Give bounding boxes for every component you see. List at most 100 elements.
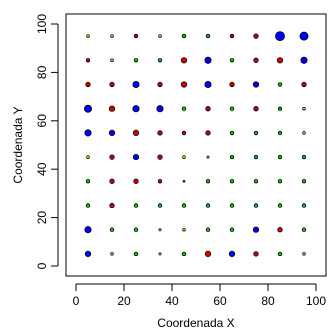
data-point-red: [109, 178, 115, 184]
data-point-red: [204, 250, 212, 257]
data-point-red: [133, 33, 139, 39]
data-point-red: [205, 130, 211, 136]
data-point-blue: [132, 80, 140, 89]
data-point-green: [157, 203, 163, 208]
data-point-red: [132, 129, 140, 136]
data-point-green: [133, 227, 139, 232]
data-point-blue: [299, 31, 309, 41]
data-point-green: [277, 179, 283, 184]
data-point-green: [133, 203, 139, 208]
data-point-blue: [132, 105, 140, 113]
y-tick-label: 40: [35, 162, 49, 176]
data-point-green: [205, 227, 211, 232]
data-point-red: [180, 81, 188, 88]
y-axis-ticks: 0 20 40 60 80 100: [35, 14, 58, 269]
data-point-red: [157, 154, 163, 160]
data-point-green: [229, 203, 235, 208]
data-point-blue: [204, 56, 212, 64]
data-point-green: [253, 130, 259, 136]
data-point-yellow: [110, 58, 114, 63]
data-point-red: [253, 106, 259, 112]
data-point-green: [229, 58, 235, 63]
data-point-green: [205, 179, 211, 184]
data-point-green: [301, 203, 307, 208]
data-point-green: [229, 179, 235, 184]
data-point-red: [277, 227, 283, 233]
x-tick-label: 40: [165, 294, 179, 308]
data-points: [84, 31, 309, 257]
data-point-red: [133, 178, 139, 184]
data-point-blue: [275, 31, 285, 41]
data-point-green: [181, 106, 187, 111]
data-point-red: [85, 58, 91, 63]
data-point-red: [109, 81, 115, 88]
data-point-red: [157, 130, 163, 136]
plot-frame: [65, 13, 327, 277]
y-tick-label: 0: [35, 262, 49, 269]
data-point-green: [253, 154, 259, 160]
data-point-yellow: [302, 131, 306, 135]
data-point-green: [277, 203, 283, 208]
data-point-yellow: [158, 228, 162, 232]
data-point-red: [229, 81, 235, 88]
data-point-green: [133, 58, 139, 63]
data-point-yellow: [110, 34, 114, 38]
data-point-green: [229, 130, 235, 136]
data-point-green: [182, 180, 186, 183]
data-point-red: [109, 202, 115, 209]
data-point-yellow: [302, 106, 306, 111]
data-point-green: [109, 227, 115, 232]
data-point-green: [277, 106, 283, 111]
data-point-green: [181, 251, 187, 257]
data-point-yellow: [158, 252, 162, 256]
data-point-green: [253, 203, 259, 208]
data-point-green: [301, 179, 307, 184]
data-point-red: [109, 154, 115, 160]
data-point-yellow: [182, 227, 186, 232]
data-point-green: [181, 33, 187, 39]
data-point-green: [157, 58, 163, 63]
x-tick-label: 0: [73, 294, 80, 308]
data-point-red: [157, 81, 163, 88]
data-point-green: [85, 179, 91, 184]
data-point-blue: [132, 154, 140, 161]
data-point-red: [180, 57, 188, 64]
data-point-blue: [252, 226, 260, 233]
data-point-yellow: [158, 34, 162, 38]
data-point-green: [253, 179, 259, 184]
x-tick-label: 100: [306, 294, 326, 308]
data-point-green: [277, 130, 283, 135]
data-point-red: [253, 33, 259, 39]
data-point-red: [157, 179, 163, 184]
data-point-red: [181, 130, 187, 136]
y-axis-label: Coordenada Y: [11, 106, 25, 183]
data-point-red: [301, 81, 307, 88]
data-point-blue: [228, 250, 236, 257]
data-point-yellow: [302, 252, 306, 256]
data-point-green: [205, 33, 211, 39]
data-point-green: [301, 154, 307, 160]
data-point-red: [276, 57, 284, 64]
data-point-blue: [84, 129, 92, 137]
data-point-red: [229, 33, 235, 39]
data-point-red: [85, 81, 91, 88]
data-point-green: [85, 203, 91, 208]
y-tick-label: 20: [35, 211, 49, 225]
data-point-blue: [204, 80, 212, 89]
data-point-green: [229, 227, 235, 232]
data-point-blue: [84, 250, 92, 257]
data-point-red: [205, 106, 211, 112]
data-point-blue: [156, 105, 164, 113]
data-point-yellow: [86, 34, 90, 38]
data-point-yellow: [206, 155, 210, 159]
data-point-blue: [84, 226, 92, 234]
data-point-green: [229, 106, 235, 111]
data-point-blue: [252, 81, 260, 88]
data-point-green: [133, 251, 139, 257]
x-tick-label: 80: [261, 294, 275, 308]
y-tick-label: 100: [35, 14, 49, 34]
y-tick-label: 60: [35, 114, 49, 128]
data-point-green: [229, 155, 235, 160]
data-point-green: [277, 251, 283, 257]
